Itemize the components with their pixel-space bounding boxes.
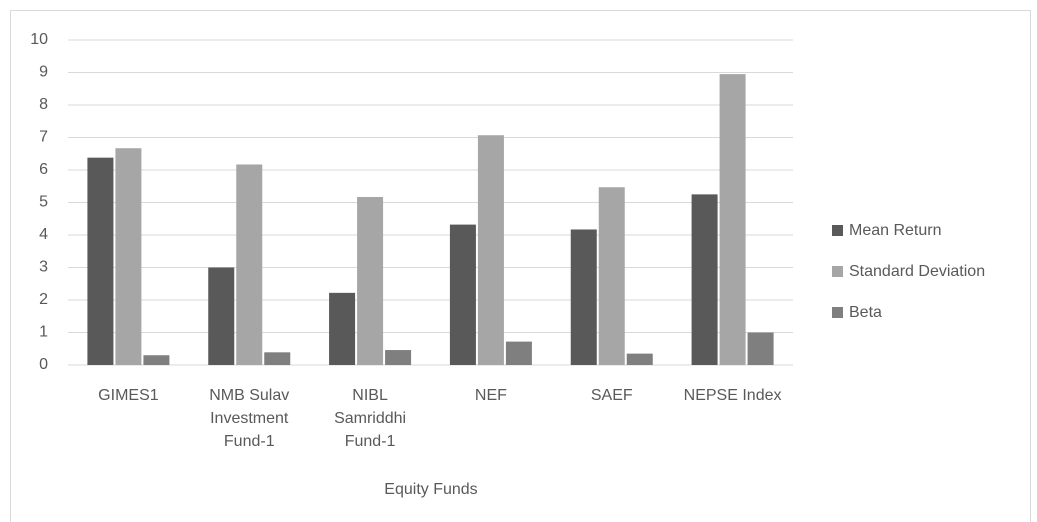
bar (505, 341, 532, 365)
bar (449, 224, 476, 365)
y-tick-label: 5 (39, 194, 48, 211)
y-tick-label: 2 (39, 291, 48, 308)
y-tick-label: 0 (39, 356, 48, 373)
legend-swatch (832, 307, 843, 318)
y-tick-label: 6 (39, 161, 48, 178)
y-tick-label: 1 (39, 324, 48, 341)
x-axis-title: Equity Funds (384, 481, 477, 498)
y-tick-label: 10 (30, 31, 48, 48)
bar (385, 350, 412, 365)
bar (115, 148, 142, 365)
bar (87, 157, 114, 365)
y-tick-label: 7 (39, 129, 48, 146)
legend-swatch (832, 225, 843, 236)
bar (691, 194, 718, 365)
x-tick-label: GIMES1 (98, 387, 159, 404)
bar (477, 135, 504, 365)
y-tick-label: 8 (39, 96, 48, 113)
legend-swatch (832, 266, 843, 277)
y-tick-label: 3 (39, 259, 48, 276)
legend-label: Mean Return (849, 222, 942, 239)
bar (626, 353, 653, 365)
legend-label: Standard Deviation (849, 263, 985, 280)
x-tick-label: NEPSE Index (683, 387, 782, 404)
bar (719, 74, 746, 365)
x-tick-label: NMB Sulav Investment Fund-1 (209, 387, 290, 450)
x-tick-label: SAEF (590, 387, 633, 404)
x-tick-label: NEF (474, 387, 507, 404)
bar (329, 292, 356, 365)
bar (236, 164, 263, 365)
bar (264, 352, 291, 365)
y-tick-label: 4 (39, 226, 48, 243)
bar (357, 196, 384, 365)
x-tick-label: NIBL Samriddhi Fund-1 (334, 387, 407, 450)
y-tick-label: 9 (39, 64, 48, 81)
bar (598, 187, 625, 365)
bar (747, 332, 774, 365)
bar (143, 355, 170, 365)
legend-label: Beta (849, 304, 882, 321)
chart-border (10, 10, 1031, 522)
bar (570, 229, 597, 365)
bar (208, 267, 235, 365)
